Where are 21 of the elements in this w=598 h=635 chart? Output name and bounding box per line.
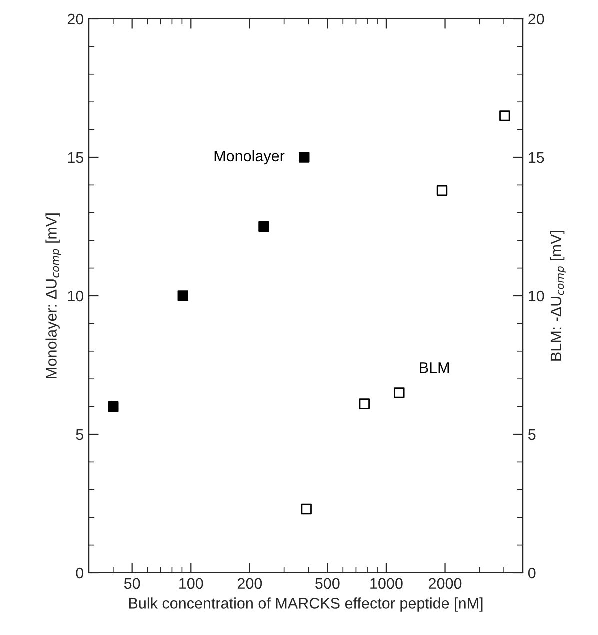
x-tick-label: 100 (180, 578, 204, 590)
y-tick-label: 15 (68, 152, 84, 164)
x-tick-label: 1000 (370, 578, 403, 590)
y-axis-title: Monolayer: ΔU$_{comp}$ [mV] (46, 214, 62, 378)
y-tick-label: 10 (68, 290, 84, 302)
y2-tick-label: 15 (529, 152, 544, 164)
x-tick-label: 2000 (429, 578, 462, 590)
series-label: BLM (420, 362, 450, 374)
x-tick-label: 50 (124, 578, 140, 590)
y-tick-label: 5 (76, 430, 84, 440)
y2-tick-label: 0 (528, 568, 536, 579)
x-tick-label: 200 (238, 578, 262, 590)
x-tick-label: 500 (316, 578, 340, 590)
y2-tick-label: 20 (528, 14, 544, 25)
series-label: Monolayer (214, 150, 285, 165)
y2-tick-label: 10 (529, 290, 544, 302)
x-axis-title: Bulk concentration of MARCKS effector peptide [nM] (129, 598, 483, 612)
y-tick-label: 0 (76, 568, 84, 579)
y2-tick-label: 5 (528, 430, 536, 440)
y2-axis-title: BLM: -ΔU$_{comp}$ [mV] (550, 231, 566, 361)
y-tick-label: 20 (68, 14, 84, 25)
